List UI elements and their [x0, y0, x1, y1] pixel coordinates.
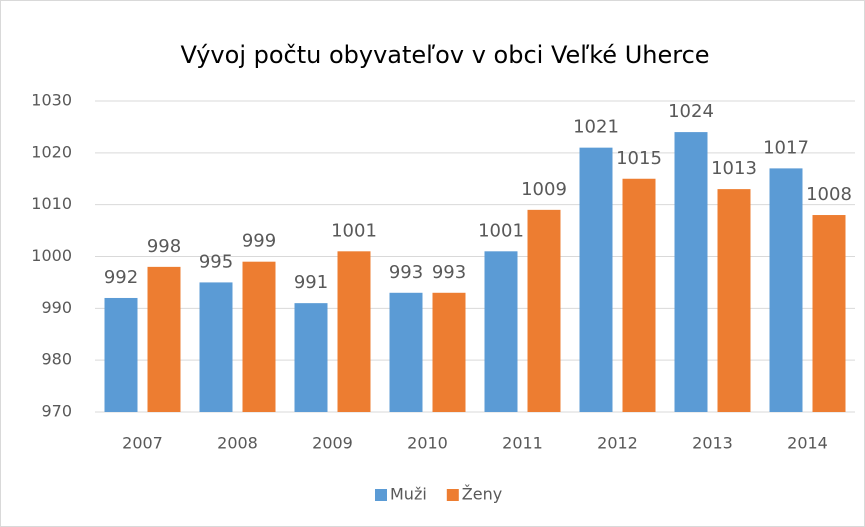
data-label: 1017 — [763, 137, 809, 158]
bar — [674, 132, 708, 412]
data-label: 991 — [294, 272, 328, 293]
bar — [717, 189, 751, 412]
bar — [484, 251, 518, 412]
y-tick-label: 1000 — [31, 246, 72, 265]
bar — [389, 292, 423, 412]
bar — [622, 178, 656, 412]
legend-swatch — [375, 489, 387, 501]
data-label: 1013 — [711, 158, 757, 179]
legend-swatch — [446, 489, 459, 501]
bar — [432, 292, 466, 412]
data-label: 998 — [147, 236, 181, 257]
bar — [104, 297, 138, 412]
data-label: 1001 — [331, 220, 377, 241]
data-label: 993 — [389, 262, 423, 283]
x-tick-label: 2010 — [407, 434, 448, 453]
data-label: 1008 — [806, 184, 852, 205]
data-label: 1001 — [478, 220, 524, 241]
x-tick-label: 2014 — [787, 434, 828, 453]
data-label: 995 — [199, 251, 233, 272]
bar — [812, 215, 846, 412]
legend-label: Ženy — [462, 485, 502, 504]
bar — [242, 261, 276, 412]
x-tick-label: 2008 — [217, 434, 258, 453]
data-label: 992 — [104, 267, 138, 288]
data-label: 1024 — [668, 101, 714, 122]
chart-title: Vývoj počtu obyvateľov v obci Veľké Uher… — [180, 41, 709, 69]
y-tick-label: 980 — [41, 350, 72, 369]
y-tick-label: 1030 — [31, 91, 72, 110]
bar — [337, 251, 371, 412]
y-tick-label: 990 — [41, 298, 72, 317]
bar — [199, 282, 233, 412]
legend-label: Muži — [390, 485, 427, 504]
data-label: 1021 — [573, 117, 619, 138]
bar — [769, 168, 803, 412]
data-label: 999 — [242, 231, 276, 252]
x-tick-label: 2011 — [502, 434, 543, 453]
x-tick-label: 2012 — [597, 434, 638, 453]
data-label: 993 — [432, 262, 466, 283]
x-tick-label: 2009 — [312, 434, 353, 453]
data-label: 1015 — [616, 148, 662, 169]
y-tick-label: 970 — [41, 402, 72, 421]
x-tick-label: 2007 — [122, 434, 163, 453]
y-tick-label: 1010 — [31, 194, 72, 213]
bar — [527, 209, 561, 412]
bar — [147, 266, 181, 412]
bar — [294, 303, 328, 412]
y-tick-label: 1020 — [31, 142, 72, 161]
data-label: 1009 — [521, 179, 567, 200]
bar — [579, 147, 613, 412]
x-tick-label: 2013 — [692, 434, 733, 453]
